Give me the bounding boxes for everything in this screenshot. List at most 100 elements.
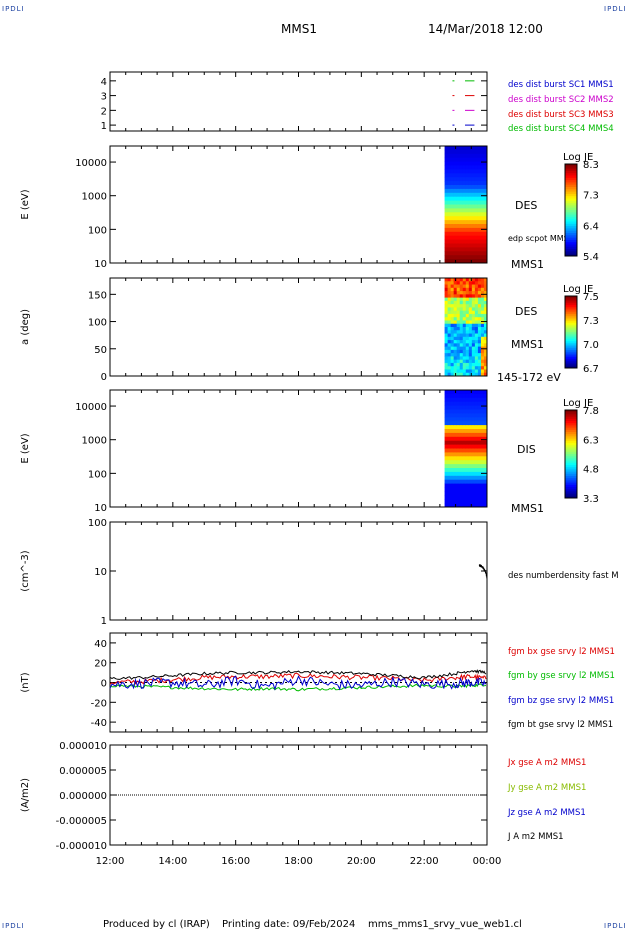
heatmap-cell <box>468 448 473 453</box>
heatmap-cell <box>468 300 473 305</box>
heatmap-cell <box>447 417 452 422</box>
heatmap-cell <box>465 323 470 328</box>
heatmap-cell <box>456 343 461 347</box>
heatmap-cell <box>444 251 449 256</box>
colorbar-cell <box>565 341 577 344</box>
heatmap-cell <box>456 327 461 331</box>
colorbar-cell <box>565 221 577 225</box>
heatmap-cell <box>477 212 482 217</box>
heatmap-cell <box>474 421 479 426</box>
heatmap-cell <box>468 503 473 508</box>
heatmap-cell <box>465 330 470 334</box>
heatmap-cell <box>483 495 488 500</box>
heatmap-cell <box>465 340 470 344</box>
heatmap-cell <box>465 362 470 367</box>
heatmap-cell <box>474 192 479 198</box>
heatmap-cell <box>468 340 473 344</box>
heatmap-cell <box>450 220 455 225</box>
heatmap-cell <box>459 165 464 170</box>
colorbar-cell <box>565 230 577 234</box>
colorbar-cell <box>565 465 577 468</box>
heatmap-cell <box>459 185 464 190</box>
heatmap-cell <box>465 196 470 201</box>
heatmap-cell <box>477 499 482 504</box>
heatmap-cell <box>480 259 485 264</box>
heatmap-cell <box>462 188 467 194</box>
heatmap-cell <box>468 499 473 504</box>
heatmap-cell <box>450 317 455 321</box>
heatmap-cell <box>483 259 488 264</box>
heatmap-cell <box>471 369 476 374</box>
heatmap-cell <box>483 436 488 442</box>
heatmap-cell <box>474 313 479 318</box>
heatmap-cell <box>465 294 470 298</box>
heatmap-cell <box>477 300 482 305</box>
heatmap-cell <box>465 320 470 325</box>
heatmap-cell <box>462 464 467 469</box>
heatmap-cell <box>474 304 479 308</box>
heatmap-cell <box>444 204 449 209</box>
heatmap-cell <box>471 313 476 318</box>
heatmap-cell <box>465 460 470 465</box>
heatmap-cell <box>453 336 458 341</box>
heatmap-cell <box>444 208 449 213</box>
heatmap-cell <box>468 405 473 410</box>
heatmap-cell <box>474 173 479 178</box>
heatmap-cell <box>453 231 458 237</box>
footer-filename: mms_mms1_srvy_vue_web1.cl <box>368 919 522 930</box>
heatmap-cell <box>474 239 479 244</box>
heatmap-cell <box>465 291 470 295</box>
heatmap-cell <box>477 181 482 186</box>
heatmap-cell <box>480 255 485 260</box>
heatmap-cell <box>459 369 464 374</box>
heatmap-cell <box>444 287 449 292</box>
heatmap-cell <box>453 421 458 426</box>
heatmap-cell <box>480 483 485 488</box>
heatmap-cell <box>462 169 467 174</box>
heatmap-cell <box>474 216 479 221</box>
heatmap-cell <box>459 294 464 298</box>
heatmap-cell <box>483 208 488 213</box>
heatmap-cell <box>459 317 464 321</box>
heatmap-cell <box>444 448 449 453</box>
heatmap-cell <box>474 287 479 292</box>
heatmap-cell <box>468 353 473 357</box>
heatmap-cell <box>459 330 464 334</box>
heatmap-cell <box>459 149 464 155</box>
colorbar-cell <box>565 296 577 299</box>
dis-energy-heatmap <box>444 390 488 508</box>
heatmap-cell <box>480 487 485 492</box>
heatmap-cell <box>462 353 467 357</box>
heatmap-cell <box>453 212 458 217</box>
heatmap-cell <box>450 157 455 162</box>
heatmap-cell <box>483 456 488 461</box>
colorbar-cell <box>565 451 577 455</box>
heatmap-cell <box>474 153 479 159</box>
heatmap-cell <box>444 417 449 422</box>
colorbar-cell <box>565 487 577 490</box>
colorbar-cell <box>565 462 577 466</box>
heatmap-cell <box>471 349 476 354</box>
heatmap-cell <box>462 235 467 240</box>
heatmap-cell <box>474 417 479 422</box>
heatmap-cell <box>483 220 488 225</box>
colorbar-cell <box>565 251 577 255</box>
heatmap-cell <box>456 149 461 155</box>
heatmap-cell <box>468 235 473 240</box>
heatmap-cell <box>450 372 455 377</box>
colorbar-cell <box>565 425 577 429</box>
heatmap-cell <box>471 479 476 484</box>
heatmap-cell <box>465 224 470 229</box>
heatmap-cell <box>468 307 473 312</box>
heatmap-cell <box>477 372 482 377</box>
colorbar-cell <box>565 410 577 413</box>
heatmap-cell <box>465 200 470 205</box>
colorbar-cell <box>565 297 577 301</box>
heatmap-cell <box>444 239 449 244</box>
heatmap-cell <box>465 216 470 221</box>
heatmap-cell <box>465 425 470 430</box>
density-line <box>478 563 488 579</box>
heatmap-cell <box>456 278 461 282</box>
heatmap-cell <box>465 157 470 162</box>
heatmap-cell <box>447 216 452 221</box>
